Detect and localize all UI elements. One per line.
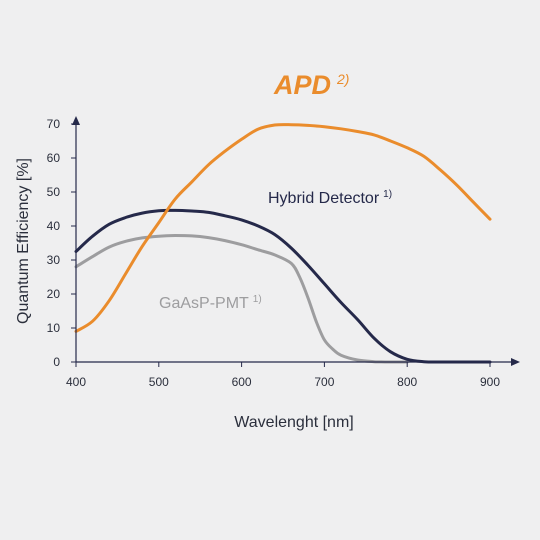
y-tick-label: 10 [47, 321, 61, 335]
series-label-apd: APD 2) [273, 70, 349, 100]
y-tick-label: 20 [47, 287, 61, 301]
x-tick-label: 600 [232, 375, 252, 389]
x-tick-label: 900 [480, 375, 500, 389]
y-tick-label: 60 [47, 151, 61, 165]
x-axis-title: Wavelenght [nm] [234, 414, 353, 431]
y-ticks: 0 10 20 30 40 50 60 70 [47, 117, 76, 369]
series-label-gaasp-pmt: GaAsP-PMT 1) [159, 294, 262, 312]
series-line-apd [74, 123, 492, 333]
series-line-gaasp-pmt [74, 234, 409, 364]
series-label-hybrid-superscript: 1) [383, 189, 392, 200]
y-axis-arrow [72, 116, 80, 125]
y-tick-label: 70 [47, 117, 61, 131]
series-line-hybrid-detector [74, 208, 492, 364]
x-tick-label: 500 [149, 375, 169, 389]
x-tick-label: 700 [314, 375, 334, 389]
x-tick-label: 800 [397, 375, 417, 389]
series-label-hybrid-detector: Hybrid Detector 1) [268, 189, 392, 207]
x-axis-arrow [511, 358, 520, 366]
x-tick-label: 400 [66, 375, 86, 389]
y-tick-label: 30 [47, 253, 61, 267]
series-label-hybrid-name: Hybrid Detector [268, 190, 380, 207]
y-tick-label: 40 [47, 219, 61, 233]
series-label-apd-superscript: 2) [336, 71, 349, 87]
series-layer [74, 123, 492, 364]
series-label-gaasp-superscript: 1) [253, 294, 262, 305]
y-tick-label: 0 [53, 355, 60, 369]
y-axis-title: Quantum Efficiency [%] [15, 158, 32, 324]
series-label-apd-name: APD [273, 70, 331, 100]
series-label-gaasp-name: GaAsP-PMT [159, 295, 249, 312]
y-tick-label: 50 [47, 185, 61, 199]
x-ticks: 400 500 600 700 800 900 [66, 362, 500, 389]
